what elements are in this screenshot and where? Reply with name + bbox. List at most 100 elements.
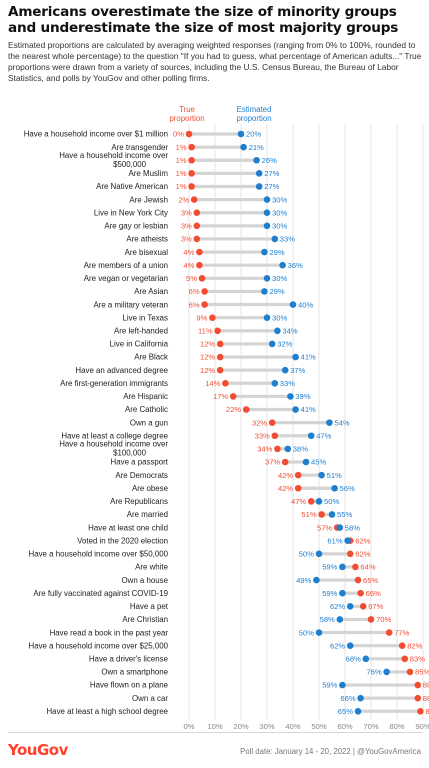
estimated-proportion-dot xyxy=(271,379,279,387)
estimated-proportion-dot xyxy=(336,616,344,623)
true-value-label: 4% xyxy=(183,248,194,257)
true-proportion-dot xyxy=(406,668,414,676)
true-value-label: 66% xyxy=(366,589,381,598)
estimated-value-label: 34% xyxy=(282,327,297,336)
row-label: Live in Texas xyxy=(123,313,169,322)
true-proportion-dot xyxy=(414,681,422,689)
estimated-proportion-dot xyxy=(255,183,263,190)
estimated-value-label: 50% xyxy=(299,628,314,637)
true-proportion-dot xyxy=(271,432,279,440)
estimated-proportion-dot xyxy=(281,366,289,374)
estimated-value-label: 50% xyxy=(299,550,314,559)
estimated-value-label: 56% xyxy=(340,484,355,493)
true-proportion-dot xyxy=(198,275,206,282)
true-proportion-dot xyxy=(346,550,354,558)
estimated-value-label: 66% xyxy=(340,694,355,703)
row-label: Have a household income over $25,000 xyxy=(29,641,169,650)
true-proportion-dot xyxy=(216,340,224,348)
estimated-proportion-dot xyxy=(279,261,286,269)
row-label: Have an advanced degree xyxy=(75,366,168,375)
estimated-value-label: 30% xyxy=(272,313,287,322)
estimated-proportion-dot xyxy=(284,445,292,453)
row-label: Have a household income over xyxy=(59,440,168,449)
estimated-proportion-dot xyxy=(339,563,346,571)
true-proportion-dot xyxy=(188,143,195,151)
true-value-label: 12% xyxy=(200,340,215,349)
estimated-proportion-dot xyxy=(289,301,297,308)
true-proportion-dot xyxy=(201,288,208,295)
estimated-proportion-dot xyxy=(344,537,351,545)
estimated-proportion-dot xyxy=(263,209,271,217)
estimated-value-label: 49% xyxy=(296,576,311,585)
true-value-label: 62% xyxy=(355,550,370,559)
true-value-label: 85% xyxy=(415,668,429,677)
true-value-label: 77% xyxy=(394,628,409,637)
estimated-value-label: 39% xyxy=(295,392,310,401)
estimated-proportion-dot xyxy=(237,130,245,138)
row-label: Have a driver's license xyxy=(89,655,169,664)
true-value-label: 34% xyxy=(257,445,272,454)
row-label: Are a military veteran xyxy=(93,300,168,309)
true-proportion-dot xyxy=(201,301,208,308)
true-proportion-dot xyxy=(354,576,362,584)
estimated-value-label: 65% xyxy=(338,707,353,716)
estimated-value-label: 21% xyxy=(249,143,264,152)
true-value-label: 70% xyxy=(376,615,391,624)
estimated-proportion-dot xyxy=(274,327,281,335)
true-proportion-dot xyxy=(352,563,359,571)
row-label: Live in New York City xyxy=(94,208,168,217)
row-label: Are Muslim xyxy=(129,169,169,178)
true-proportion-dot xyxy=(193,209,201,217)
estimated-proportion-dot xyxy=(354,707,362,715)
row-label: Are Asian xyxy=(134,287,168,296)
estimated-value-label: 30% xyxy=(272,222,287,231)
row-label: Are left-handed xyxy=(114,327,168,336)
estimated-value-label: 29% xyxy=(269,248,284,257)
true-proportion-dot xyxy=(216,353,224,361)
estimated-value-label: 32% xyxy=(277,340,292,349)
estimated-proportion-dot xyxy=(346,603,354,610)
true-value-label: 22% xyxy=(226,405,241,414)
true-value-label: 6% xyxy=(189,300,200,309)
true-value-label: 33% xyxy=(255,431,270,440)
estimated-value-label: 33% xyxy=(280,379,295,388)
estimated-value-label: 33% xyxy=(280,235,295,244)
row-label: $500,000 xyxy=(113,160,147,169)
estimated-proportion-dot xyxy=(336,524,344,531)
true-value-label: 65% xyxy=(363,576,378,585)
row-label: Are vegan or vegetarian xyxy=(84,274,168,283)
true-proportion-dot xyxy=(307,498,315,505)
estimated-value-label: 51% xyxy=(327,471,342,480)
true-value-label: 5% xyxy=(186,274,197,283)
estimated-proportion-dot xyxy=(263,275,271,282)
estimated-value-label: 58% xyxy=(345,523,360,532)
true-proportion-dot xyxy=(196,261,203,269)
true-proportion-dot xyxy=(281,458,289,466)
row-label: Are Hispanic xyxy=(123,392,168,401)
estimated-value-label: 27% xyxy=(264,182,279,191)
true-value-label: 51% xyxy=(301,510,316,519)
estimated-value-label: 38% xyxy=(293,445,308,454)
true-value-label: 57% xyxy=(317,523,332,532)
row-label: Have at least a high school degree xyxy=(46,707,168,716)
source-note: Poll date: January 14 - 20, 2022 | @YouG… xyxy=(240,747,421,756)
true-value-label: 4% xyxy=(183,261,194,270)
footer-divider xyxy=(8,732,422,733)
row-label: Have a household income over $50,000 xyxy=(29,550,169,559)
estimated-proportion-dot xyxy=(287,393,294,400)
true-proportion-dot xyxy=(318,511,325,518)
estimated-value-label: 26% xyxy=(262,156,277,165)
true-value-label: 17% xyxy=(213,392,228,401)
estimated-value-label: 41% xyxy=(301,405,316,414)
estimated-proportion-dot xyxy=(315,498,323,505)
x-tick-label: 60% xyxy=(337,722,352,730)
row-label: Are gay or lesbian xyxy=(104,222,168,231)
row-label: Are white xyxy=(135,563,169,572)
true-value-label: 1% xyxy=(176,143,187,152)
true-value-label: 88% xyxy=(423,681,429,690)
estimated-proportion-dot xyxy=(315,550,323,558)
row-label: Have at least a college degree xyxy=(61,431,168,440)
row-label: Are transgender xyxy=(111,143,168,152)
estimated-proportion-dot xyxy=(331,484,338,492)
estimated-value-label: 36% xyxy=(288,261,303,270)
